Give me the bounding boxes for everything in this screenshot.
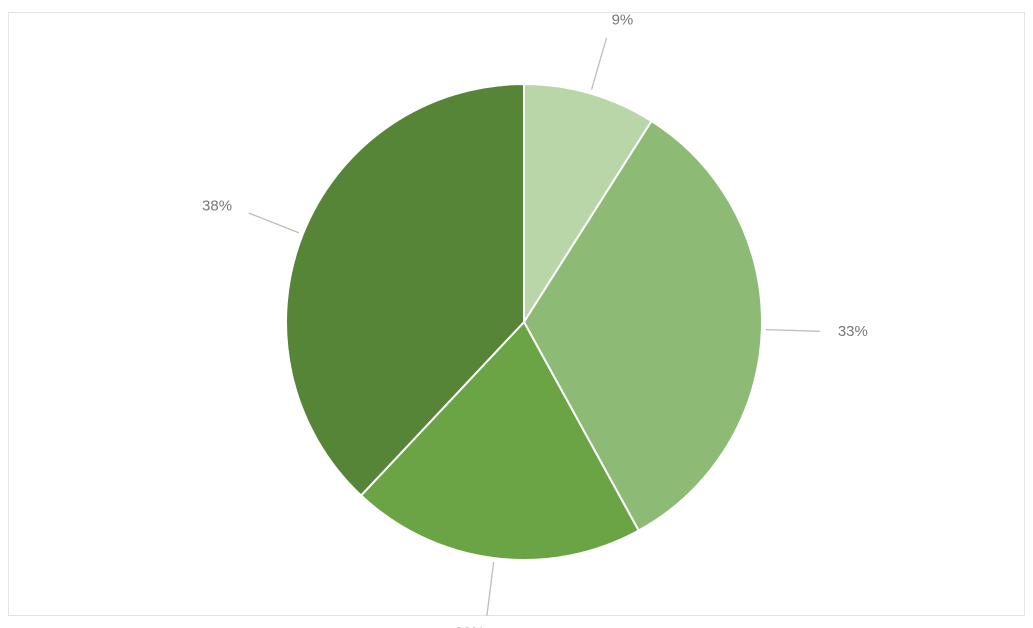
pie-slice-1 bbox=[523, 82, 653, 326]
leader-line-3 bbox=[486, 562, 495, 616]
leader-lines bbox=[248, 37, 820, 616]
pie-slice-3 bbox=[359, 320, 641, 561]
pie-slice-4 bbox=[285, 82, 525, 497]
leader-line-2 bbox=[765, 328, 820, 332]
pie-slices bbox=[285, 82, 763, 561]
slice-label-4: 38% bbox=[202, 197, 232, 214]
slice-labels: 9% 33% 20% 38% bbox=[202, 11, 868, 628]
leader-line-4 bbox=[248, 212, 300, 234]
slice-label-1: 9% bbox=[612, 11, 634, 28]
leader-line-1 bbox=[590, 37, 608, 90]
slice-label-3: 20% bbox=[455, 624, 485, 628]
slice-label-2: 33% bbox=[838, 323, 868, 340]
